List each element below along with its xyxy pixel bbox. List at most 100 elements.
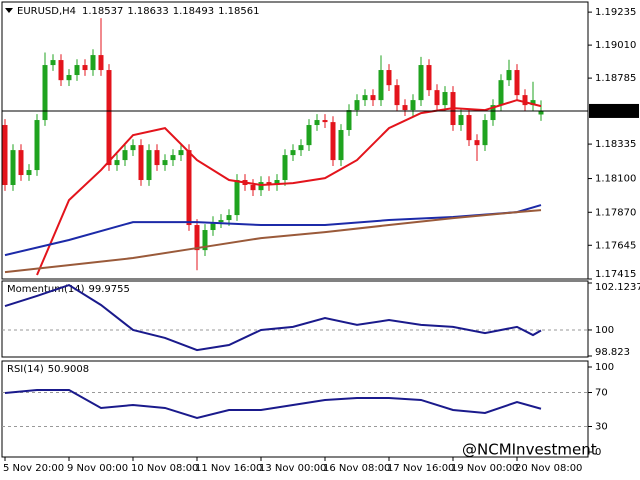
candle-body — [170, 155, 176, 161]
candle-body — [50, 60, 56, 66]
y-tick-label: 1.19010 — [595, 40, 636, 51]
momentum-header: Momentum(14) 99.9755 — [7, 284, 130, 295]
y-tick-label: 0 — [595, 447, 601, 458]
candle-body — [322, 120, 328, 123]
candle-body — [474, 140, 480, 146]
candle-body — [210, 222, 216, 231]
x-tick-label: 5 Nov 20:00 — [3, 463, 64, 474]
x-tick-label: 16 Nov 08:00 — [323, 463, 390, 474]
candle-body — [138, 145, 144, 181]
candle-body — [386, 70, 392, 86]
y-tick-label: 1.17415 — [595, 269, 636, 280]
series-line — [4, 209, 542, 274]
y-tick-label: 1.17870 — [595, 207, 636, 218]
close-value: 1.18561 — [218, 6, 259, 17]
y-tick-label: 100 — [595, 325, 614, 336]
candle-body — [282, 155, 288, 181]
candle-body — [522, 95, 528, 106]
candle-body — [314, 120, 320, 126]
rsi-panel — [1, 360, 589, 458]
candle-body — [394, 85, 400, 106]
indicator-name: Momentum(14) — [7, 284, 85, 295]
candle-body — [426, 65, 432, 91]
open-value: 1.18537 — [82, 6, 123, 17]
candle-body — [226, 215, 232, 221]
candle-body — [418, 65, 424, 101]
chart-header: EURUSD,H4 1.18537 1.18633 1.18493 1.18561 — [17, 6, 259, 17]
rsi-header: RSI(14) 50.9008 — [7, 364, 89, 375]
menu-icon[interactable] — [5, 8, 13, 13]
candle-body — [202, 230, 208, 251]
candle-body — [330, 122, 336, 161]
watermark: @NCMInvestment — [462, 441, 597, 459]
candle-body — [26, 170, 32, 176]
price-label: 1.18561 — [595, 106, 636, 117]
candle-body — [122, 150, 128, 161]
y-tick-label: 1.18100 — [595, 174, 636, 185]
candle-body — [58, 60, 64, 81]
candle-body — [514, 70, 520, 96]
candle-body — [18, 150, 24, 176]
candle-body — [338, 130, 344, 161]
y-tick-label: 1.18785 — [595, 73, 636, 84]
candle-body — [82, 65, 88, 71]
low-value: 1.18493 — [173, 6, 214, 17]
candle-body — [154, 150, 160, 166]
momentum-panel — [1, 280, 589, 358]
candle-body — [10, 150, 16, 186]
candle-body — [114, 160, 120, 166]
candle-body — [402, 105, 408, 111]
candle-body — [346, 110, 352, 131]
candle-body — [442, 92, 448, 106]
x-tick-label: 11 Nov 16:00 — [195, 463, 262, 474]
x-tick-label: 17 Nov 16:00 — [387, 463, 454, 474]
candle-body — [362, 95, 368, 101]
main-panel — [1, 1, 589, 280]
candle-body — [194, 225, 200, 251]
y-tick-label: 30 — [595, 422, 608, 433]
candle-body — [378, 70, 384, 101]
candle-body — [98, 55, 104, 71]
candle-body — [530, 100, 536, 106]
candle-body — [274, 180, 280, 186]
x-tick-label: 10 Nov 08:00 — [131, 463, 198, 474]
candle-body — [186, 150, 192, 226]
candle-body — [370, 95, 376, 101]
series-line — [4, 389, 542, 420]
candle-body — [498, 80, 504, 106]
candle-body — [66, 75, 72, 81]
y-tick-label: 70 — [595, 388, 608, 399]
y-tick-label: 1.17645 — [595, 240, 636, 251]
candle-body — [106, 70, 112, 166]
candle-body — [466, 115, 472, 141]
series-line — [4, 283, 542, 352]
candle-body — [42, 65, 48, 121]
indicator-name: RSI(14) — [7, 364, 44, 375]
candle-body — [218, 220, 224, 223]
candle-body — [90, 55, 96, 71]
candle-body — [490, 105, 496, 121]
candle-body — [434, 90, 440, 106]
candle-body — [306, 125, 312, 146]
candle-body — [290, 150, 296, 156]
x-tick-label: 20 Nov 08:00 — [515, 463, 582, 474]
candle-body — [258, 182, 264, 191]
candle-body — [234, 180, 240, 216]
candle-body — [2, 125, 8, 186]
candle-body — [74, 65, 80, 76]
x-tick-label: 9 Nov 00:00 — [67, 463, 128, 474]
candle-body — [34, 120, 40, 171]
candle-body — [506, 70, 512, 81]
candle-body — [162, 160, 168, 166]
candle-body — [250, 185, 256, 191]
price-label-box — [589, 103, 639, 118]
indicator-value: 50.9008 — [48, 364, 89, 375]
candle-body — [178, 150, 184, 156]
high-value: 1.18633 — [127, 6, 168, 17]
y-tick-label: 1.19235 — [595, 7, 636, 18]
candle-body — [298, 145, 304, 151]
symbol: EURUSD,H4 — [17, 6, 76, 17]
